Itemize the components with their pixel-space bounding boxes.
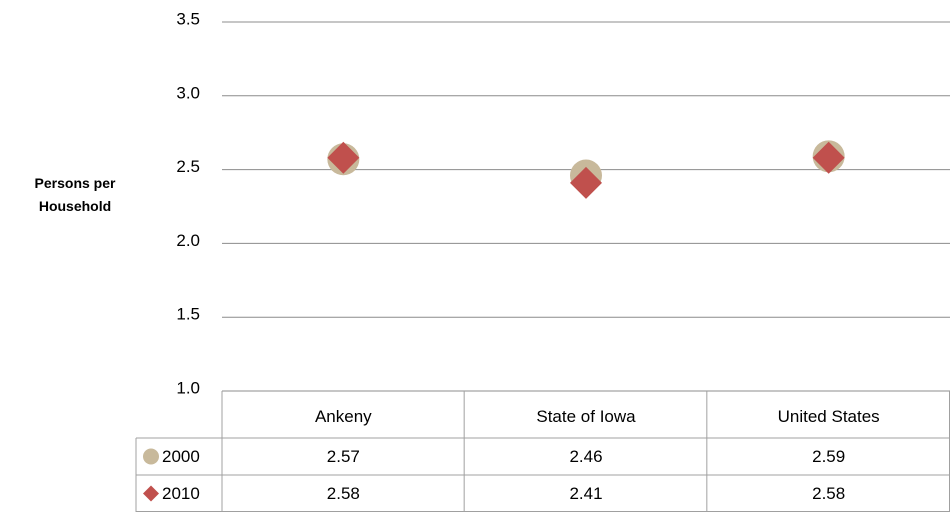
table-value: 2.46 [569, 447, 602, 466]
table-value: 2.59 [812, 447, 845, 466]
y-tick-label: 3.5 [176, 9, 200, 28]
y-tick-label: 1.0 [176, 378, 200, 397]
legend-label: 2000 [162, 447, 200, 466]
marker-diamond [812, 141, 845, 174]
marker-diamond [570, 166, 602, 199]
y-tick-label: 2.5 [176, 157, 200, 176]
marker-diamond [327, 141, 360, 174]
table-value: 2.58 [327, 484, 360, 503]
marker-diamond [143, 485, 159, 502]
x-tick-label: United States [778, 407, 880, 426]
table-value: 2.57 [327, 447, 360, 466]
legend-label: 2010 [162, 484, 200, 503]
x-tick-label: State of Iowa [536, 407, 636, 426]
table-value: 2.58 [812, 484, 845, 503]
y-tick-label: 1.5 [176, 305, 200, 324]
y-axis-label: Persons per Household [34, 175, 116, 214]
marker-circle [143, 448, 159, 465]
table-value: 2.41 [569, 484, 602, 503]
y-tick-label: 2.0 [176, 231, 200, 250]
y-tick-label: 3.0 [176, 83, 200, 102]
x-tick-label: Ankeny [315, 407, 372, 426]
